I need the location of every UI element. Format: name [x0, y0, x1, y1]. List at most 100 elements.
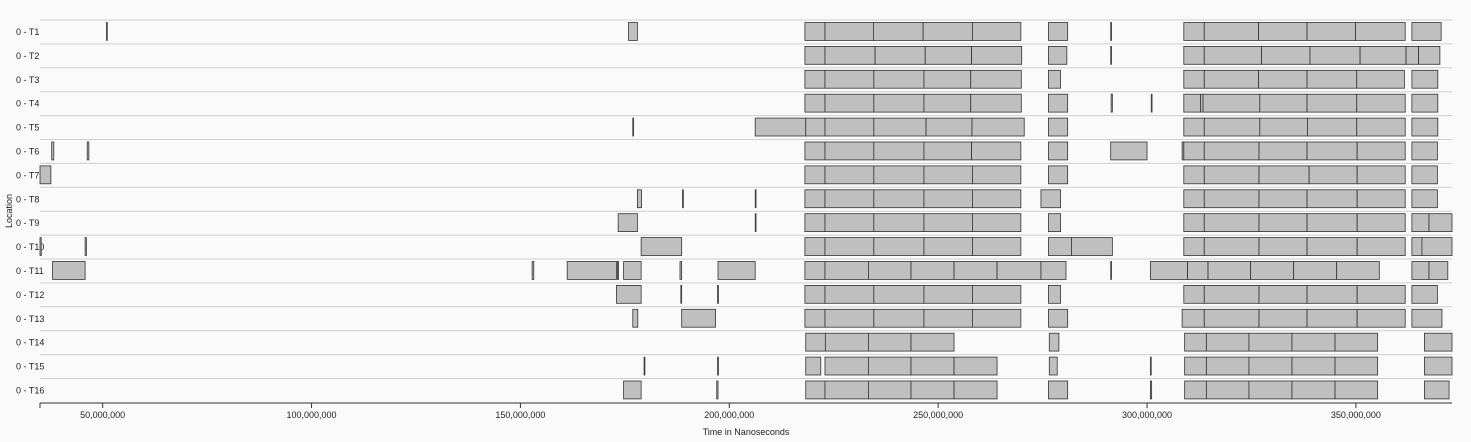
timeline-segment[interactable]: [1203, 141, 1260, 161]
timeline-segment[interactable]: [1411, 93, 1439, 113]
timeline-segment[interactable]: [1048, 22, 1069, 41]
timeline-segment[interactable]: [1183, 213, 1205, 232]
timeline-segment[interactable]: [922, 22, 973, 41]
timeline-segment[interactable]: [923, 69, 972, 89]
timeline-segment[interactable]: [1048, 308, 1069, 328]
timeline-segment[interactable]: [804, 22, 826, 41]
timeline-segment[interactable]: [1184, 380, 1207, 400]
timeline-segment[interactable]: [1183, 165, 1205, 185]
timeline-segment[interactable]: [971, 46, 1023, 65]
timeline-segment[interactable]: [1187, 261, 1209, 280]
timeline-segment[interactable]: [617, 213, 638, 232]
timeline-segment[interactable]: [1356, 165, 1406, 185]
timeline-segment[interactable]: [804, 189, 826, 209]
timeline-segment[interactable]: [1411, 22, 1442, 41]
timeline-segment[interactable]: [824, 165, 875, 185]
timeline-segment[interactable]: [1048, 93, 1069, 113]
timeline-segment[interactable]: [754, 117, 807, 137]
timeline-segment[interactable]: [970, 69, 1022, 89]
timeline-segment[interactable]: [1355, 22, 1406, 41]
timeline-segment[interactable]: [1150, 93, 1153, 113]
timeline-segment[interactable]: [1110, 141, 1148, 161]
timeline-segment[interactable]: [679, 261, 683, 280]
timeline-segment[interactable]: [923, 284, 973, 304]
timeline-segment[interactable]: [1291, 380, 1336, 400]
timeline-segment[interactable]: [1048, 69, 1061, 89]
timeline-segment[interactable]: [1356, 117, 1406, 137]
timeline-segment[interactable]: [1424, 356, 1453, 376]
timeline-segment[interactable]: [824, 213, 875, 232]
timeline-segment[interactable]: [1207, 261, 1252, 280]
timeline-segment[interactable]: [1309, 46, 1361, 65]
timeline-segment[interactable]: [804, 165, 826, 185]
timeline-segment[interactable]: [1258, 69, 1308, 89]
timeline-segment[interactable]: [910, 332, 955, 352]
timeline-segment[interactable]: [1183, 189, 1205, 209]
timeline-segment[interactable]: [1048, 356, 1058, 376]
timeline-segment[interactable]: [1306, 93, 1358, 113]
timeline-segment[interactable]: [1306, 237, 1358, 256]
timeline-segment[interactable]: [804, 141, 826, 161]
timeline-segment[interactable]: [804, 46, 826, 65]
timeline-segment[interactable]: [1149, 261, 1188, 280]
timeline-segment[interactable]: [868, 356, 912, 376]
timeline-segment[interactable]: [1203, 165, 1260, 185]
timeline-segment[interactable]: [1258, 237, 1308, 256]
timeline-segment[interactable]: [84, 237, 87, 256]
timeline-segment[interactable]: [824, 284, 875, 304]
timeline-segment[interactable]: [923, 189, 973, 209]
timeline-segment[interactable]: [754, 189, 757, 209]
timeline-segment[interactable]: [910, 380, 955, 400]
timeline-segment[interactable]: [923, 213, 973, 232]
timeline-segment[interactable]: [804, 261, 826, 280]
timeline-segment[interactable]: [682, 189, 684, 209]
timeline-segment[interactable]: [923, 237, 973, 256]
timeline-segment[interactable]: [824, 189, 875, 209]
timeline-segment[interactable]: [717, 261, 756, 280]
timeline-segment[interactable]: [824, 308, 875, 328]
timeline-segment[interactable]: [1411, 117, 1439, 137]
timeline-segment[interactable]: [632, 308, 639, 328]
timeline-segment[interactable]: [1248, 332, 1293, 352]
timeline-segment[interactable]: [874, 46, 926, 65]
timeline-segment[interactable]: [1405, 46, 1419, 65]
timeline-segment[interactable]: [1411, 69, 1439, 89]
timeline-segment[interactable]: [873, 237, 925, 256]
timeline-segment[interactable]: [1048, 213, 1061, 232]
timeline-segment[interactable]: [824, 93, 875, 113]
timeline-segment[interactable]: [1424, 380, 1450, 400]
timeline-segment[interactable]: [824, 117, 875, 137]
timeline-segment[interactable]: [972, 237, 1022, 256]
timeline-segment[interactable]: [1048, 165, 1069, 185]
timeline-segment[interactable]: [1411, 308, 1443, 328]
timeline-segment[interactable]: [681, 308, 716, 328]
timeline-segment[interactable]: [910, 356, 955, 376]
timeline-segment[interactable]: [1356, 141, 1406, 161]
timeline-segment[interactable]: [824, 46, 876, 65]
timeline-segment[interactable]: [1203, 284, 1260, 304]
timeline-segment[interactable]: [1356, 213, 1406, 232]
timeline-segment[interactable]: [1356, 308, 1406, 328]
timeline-segment[interactable]: [953, 356, 998, 376]
timeline-segment[interactable]: [1203, 237, 1260, 256]
timeline-segment[interactable]: [1411, 141, 1438, 161]
timeline-segment[interactable]: [804, 237, 826, 256]
timeline-segment[interactable]: [106, 22, 108, 41]
timeline-segment[interactable]: [1411, 189, 1438, 209]
timeline-segment[interactable]: [1411, 284, 1438, 304]
timeline-segment[interactable]: [1110, 46, 1112, 65]
timeline-segment[interactable]: [640, 237, 683, 256]
timeline-segment[interactable]: [972, 189, 1022, 209]
timeline-segment[interactable]: [923, 141, 972, 161]
timeline-segment[interactable]: [923, 165, 973, 185]
timeline-segment[interactable]: [923, 93, 972, 113]
timeline-segment[interactable]: [1306, 189, 1358, 209]
timeline-segment[interactable]: [1203, 22, 1259, 41]
timeline-segment[interactable]: [680, 284, 683, 304]
timeline-segment[interactable]: [805, 117, 826, 137]
timeline-segment[interactable]: [868, 332, 912, 352]
timeline-segment[interactable]: [1308, 165, 1358, 185]
timeline-segment[interactable]: [972, 308, 1022, 328]
timeline-segment[interactable]: [1149, 380, 1153, 400]
timeline-segment[interactable]: [1040, 189, 1061, 209]
